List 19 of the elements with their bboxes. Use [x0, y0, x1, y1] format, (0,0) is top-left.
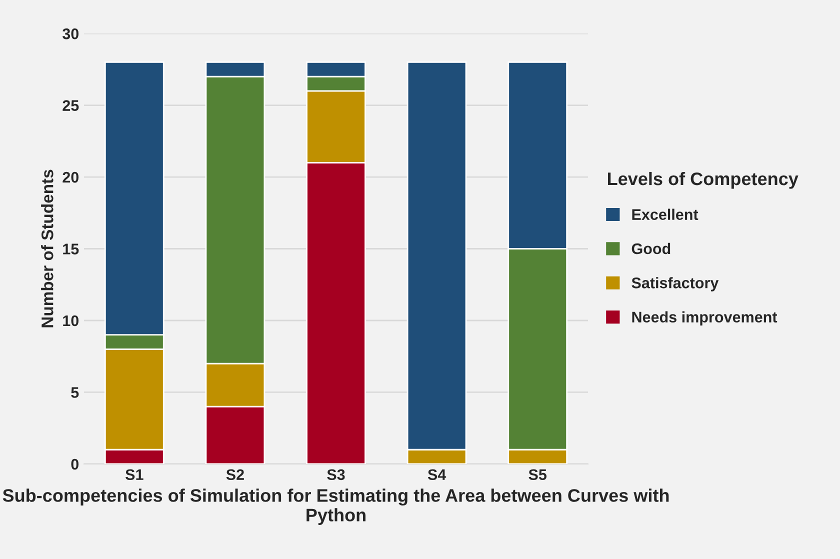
x-tick-label: S4: [428, 469, 446, 480]
legend-label: Needs improvement: [632, 311, 778, 326]
legend-label: Excellent: [632, 208, 698, 220]
legend-label: Good: [632, 242, 670, 254]
legend-title: Levels of Competency: [608, 172, 798, 189]
x-tick-label: S1: [125, 469, 144, 480]
y-axis-title: Number of Students: [41, 170, 54, 328]
y-tick-label: 20: [62, 172, 79, 183]
y-tick-label: 30: [62, 28, 79, 40]
y-tick-label: 10: [63, 315, 79, 326]
y-tick-label: 15: [63, 244, 79, 254]
x-axis-title: Sub-competencies of Simulation for Estimating the Area between Curves with Python: [2, 488, 669, 525]
x-tick-label: S3: [327, 469, 345, 480]
y-tick-label: 5: [71, 387, 79, 398]
y-tick-label: 25: [62, 100, 79, 111]
y-tick-label: 0: [71, 458, 79, 470]
x-tick-label: S2: [226, 469, 244, 480]
legend-label: Satisfactory: [632, 277, 719, 292]
x-tick-label: S5: [528, 469, 547, 480]
